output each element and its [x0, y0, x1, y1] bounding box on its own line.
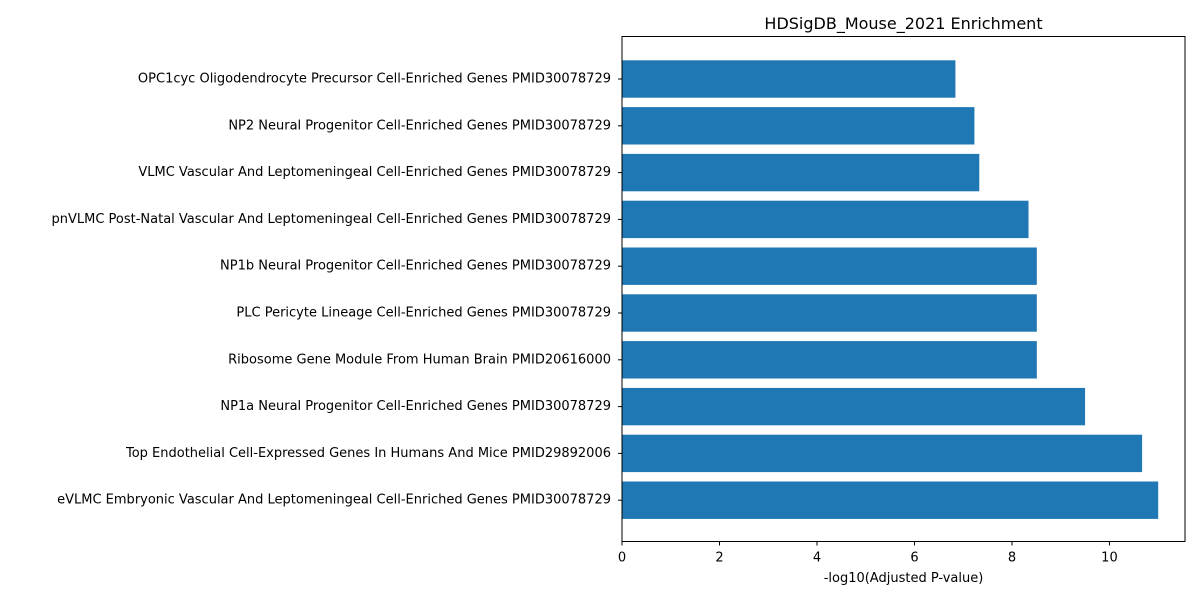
y-tick-label: VLMC Vascular And Leptomeningeal Cell-En… [138, 165, 611, 180]
y-tick-labels: OPC1cyc Oligodendrocyte Precursor Cell-E… [51, 72, 622, 508]
bar [622, 341, 1037, 379]
y-tick-label: NP1b Neural Progenitor Cell-Enriched Gen… [220, 259, 611, 274]
bar [622, 107, 975, 145]
y-tick-label: OPC1cyc Oligodendrocyte Precursor Cell-E… [138, 72, 611, 87]
x-axis-label: -log10(Adjusted P-value) [824, 571, 984, 586]
bars-layer [622, 60, 1159, 519]
bar [622, 200, 1029, 239]
y-tick-label: NP2 Neural Progenitor Cell-Enriched Gene… [228, 118, 611, 133]
y-tick-label: pnVLMC Post-Natal Vascular And Leptomeni… [51, 212, 611, 227]
bar [622, 387, 1086, 426]
bar [622, 247, 1037, 285]
x-tick-label: 6 [910, 551, 918, 566]
x-tick-label: 0 [618, 551, 626, 566]
y-tick-label: NP1a Neural Progenitor Cell-Enriched Gen… [220, 399, 611, 414]
x-axis-ticks: 0 2 4 6 8 10 [618, 541, 1118, 566]
x-tick-label: 4 [813, 551, 821, 566]
x-tick-label: 8 [1008, 551, 1016, 566]
chart-title: HDSigDB_Mouse_2021 Enrichment [764, 14, 1042, 34]
bar [622, 294, 1037, 332]
bar [622, 153, 980, 192]
y-tick-label: Top Endothelial Cell-Expressed Genes In … [125, 446, 611, 461]
bar [622, 60, 956, 98]
plot-frame [621, 36, 1186, 542]
bar [622, 481, 1159, 519]
y-tick-label: PLC Pericyte Lineage Cell-Enriched Genes… [236, 306, 611, 321]
x-tick-label: 2 [715, 551, 723, 566]
x-tick-label: 10 [1101, 551, 1118, 566]
bar [622, 434, 1143, 473]
y-tick-label: Ribosome Gene Module From Human Brain PM… [228, 352, 611, 367]
y-tick-label: eVLMC Embryonic Vascular And Leptomening… [57, 493, 611, 508]
